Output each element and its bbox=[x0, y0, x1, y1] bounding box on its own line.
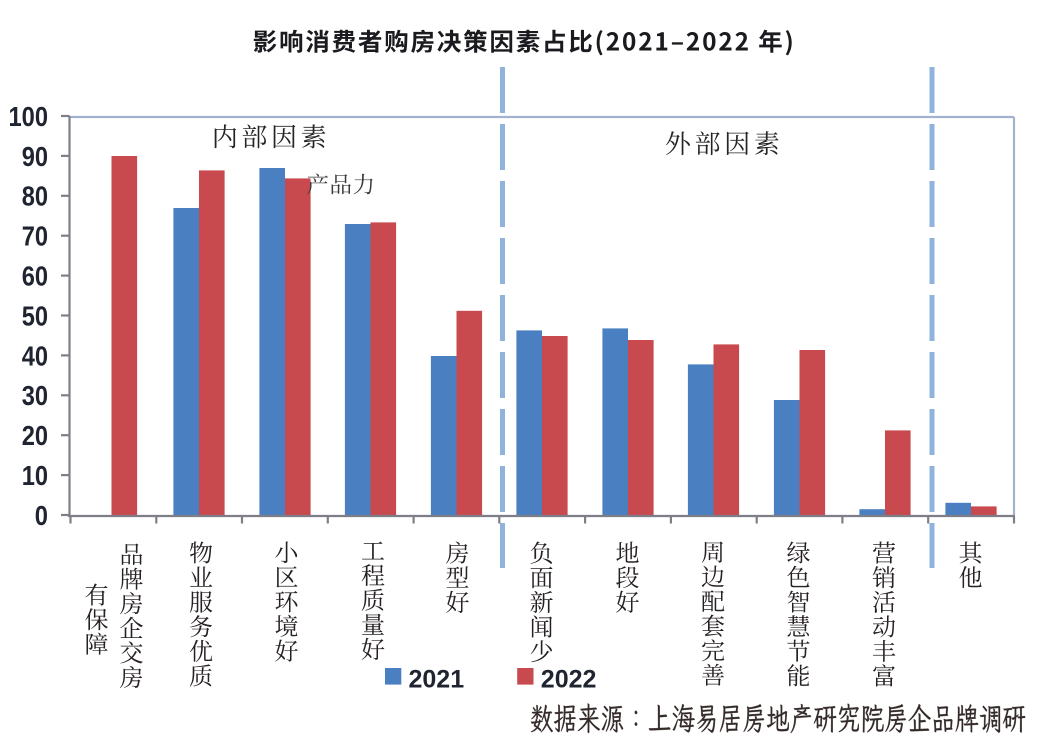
svg-text:10: 10 bbox=[22, 460, 48, 491]
svg-text:100: 100 bbox=[9, 101, 49, 132]
svg-text:2022: 2022 bbox=[541, 665, 597, 693]
svg-text:60: 60 bbox=[22, 261, 48, 292]
svg-text:20: 20 bbox=[22, 420, 48, 451]
svg-text:2021: 2021 bbox=[409, 665, 465, 693]
svg-text:80: 80 bbox=[22, 181, 48, 212]
svg-text:70: 70 bbox=[22, 221, 48, 252]
svg-text:0: 0 bbox=[35, 500, 48, 531]
svg-text:90: 90 bbox=[22, 141, 48, 172]
svg-text:40: 40 bbox=[22, 340, 48, 371]
svg-text:30: 30 bbox=[22, 380, 48, 411]
svg-text:50: 50 bbox=[22, 300, 48, 331]
